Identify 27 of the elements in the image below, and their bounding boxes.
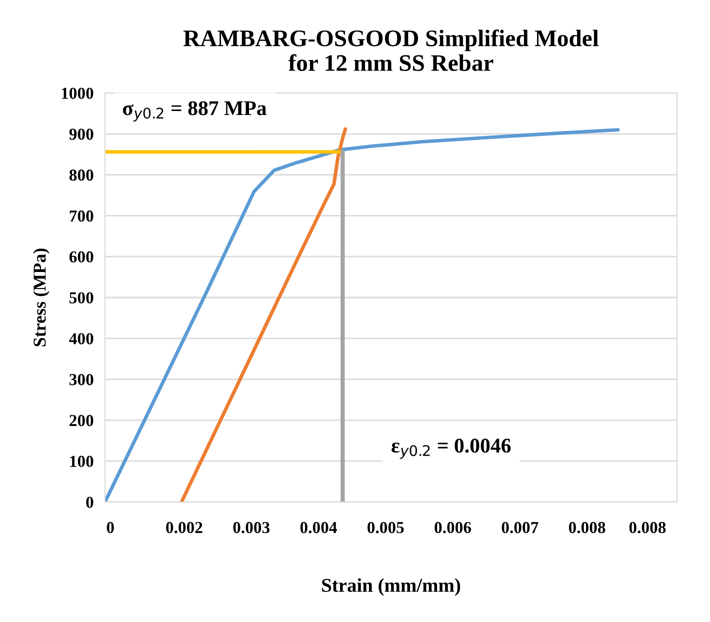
y-tick-label: 200 [70, 414, 94, 426]
annotation: ε$_{y0.2}$ = 0.0046 [392, 438, 511, 459]
x-tick-label: 0.002 [166, 522, 202, 534]
y-tick-label: 800 [69, 170, 94, 181]
y-tick-label: 300 [70, 374, 94, 386]
chart-title: RAMBARG-OSGOOD Simplified Model for 12 mm SS Rebar [183, 29, 599, 72]
y-tick-label: 100 [70, 456, 94, 468]
x-tick-label: 0.008 [629, 522, 666, 534]
x-tick-label: 0.003 [233, 522, 270, 534]
x-tick-label: 0.008 [568, 522, 606, 534]
y-tick-label: 500 [70, 292, 94, 304]
x-tick-label: 0.007 [502, 522, 538, 534]
line-series [180, 127, 348, 502]
y-tick-label: 900 [69, 128, 94, 140]
y-tick-label: 1000 [62, 88, 94, 99]
x-axis-title: Strain (mm/mm) [322, 578, 460, 596]
x-tick-label: 0.006 [434, 522, 472, 534]
y-tick-label: 700 [70, 210, 94, 222]
y-tick-label: 0 [86, 496, 94, 508]
y-tick-label: 400 [69, 333, 94, 344]
x-tick-label: 0.005 [368, 522, 404, 534]
y-tick-label: 600 [69, 251, 94, 263]
y-axis-title: Stress (MPa) [33, 248, 50, 346]
x-tick-label: 0.004 [300, 522, 337, 534]
line-series [105, 128, 620, 502]
x-tick-label: 0 [106, 522, 114, 534]
annotation: σ$_{y0.2}$ = 887 MPa [122, 101, 267, 122]
